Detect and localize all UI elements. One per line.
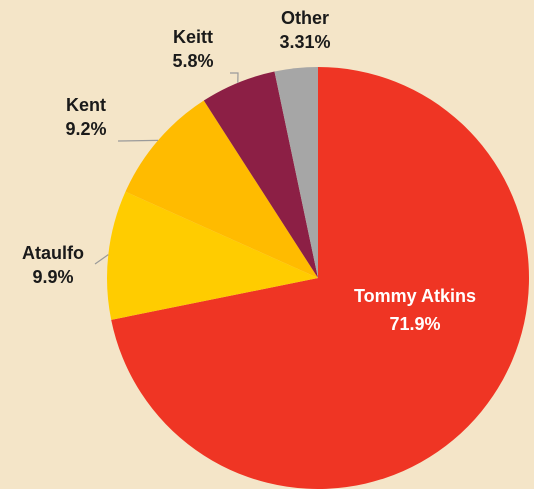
label-keitt-value: 5.8% xyxy=(172,51,213,71)
label-keitt-name: Keitt xyxy=(173,27,213,47)
label-kent-value: 9.2% xyxy=(65,119,106,139)
pie-slice-kent xyxy=(125,100,318,278)
label-tommy-atkins-value: 71.9% xyxy=(389,314,440,334)
label-tommy-atkins-name: Tommy Atkins xyxy=(354,286,476,306)
pie-slice-other xyxy=(274,67,318,278)
pie-slice-tommy-atkins xyxy=(111,66,530,489)
leader-kent xyxy=(117,139,159,142)
label-ataulfo-name: Ataulfo xyxy=(22,243,84,263)
pie-slice-keitt xyxy=(203,71,318,278)
label-other-value: 3.31% xyxy=(279,32,330,52)
label-kent-name: Kent xyxy=(66,95,106,115)
pie-leader-lines xyxy=(94,72,239,265)
pie-slices xyxy=(107,66,530,489)
leader-ataulfo xyxy=(94,254,109,265)
label-other-name: Other xyxy=(281,8,329,28)
pie-slice-ataulfo xyxy=(107,191,318,320)
leader-keitt xyxy=(230,72,239,83)
label-ataulfo-value: 9.9% xyxy=(32,267,73,287)
pie-labels: Tommy Atkins 71.9% Ataulfo 9.9% Kent 9.2… xyxy=(22,8,476,334)
